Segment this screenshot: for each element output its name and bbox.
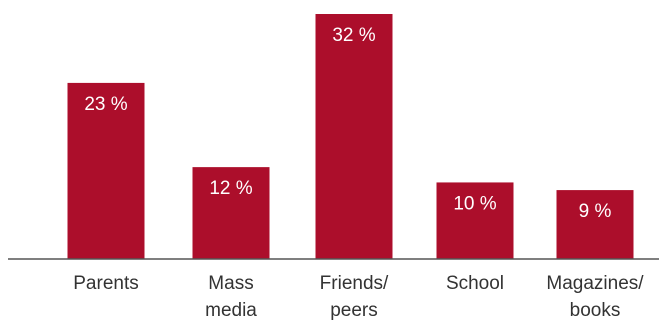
value-label-1: 12 % <box>209 178 252 199</box>
category-label-0: Parents <box>73 273 138 294</box>
value-label-2: 32 % <box>332 25 375 46</box>
value-label-4: 9 % <box>579 201 612 222</box>
category-label-4-line-0: Magazines/ <box>546 273 644 294</box>
category-label-3: School <box>446 273 504 294</box>
bars-group <box>67 14 634 259</box>
category-label-2-line-0: Friends/ <box>320 273 389 294</box>
bar-4 <box>556 190 634 259</box>
value-labels-group: 23 % 12 % 32 % 10 % 9 % <box>84 25 611 222</box>
category-label-1-line-1: media <box>205 300 257 321</box>
category-label-4-line-1: books <box>570 300 621 321</box>
category-label-2-line-1: peers <box>330 300 378 321</box>
bar-1 <box>192 167 270 259</box>
value-label-3: 10 % <box>453 193 496 214</box>
category-labels-group: Parents Mass media Friends/peers School Magaz… <box>73 273 644 321</box>
bar-0 <box>67 82 145 259</box>
bar-2 <box>315 14 393 259</box>
value-label-0: 23 % <box>84 94 127 115</box>
bar-3 <box>436 182 514 259</box>
category-label-1-line-0: Mass <box>208 273 253 294</box>
